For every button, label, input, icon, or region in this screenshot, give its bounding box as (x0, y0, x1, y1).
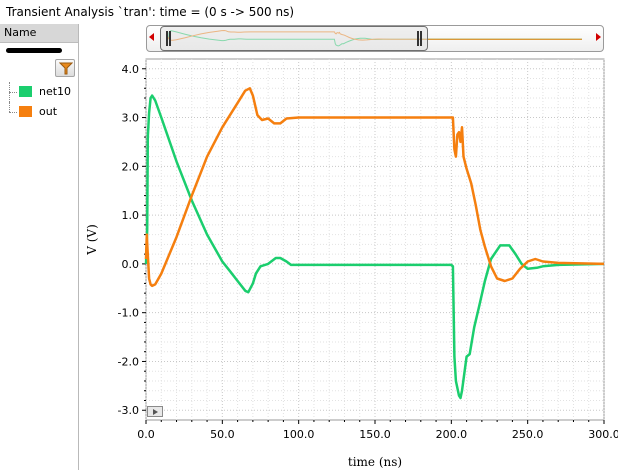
series-line-net10 (144, 94, 605, 400)
tree-connector (9, 92, 17, 94)
x-tick-label: 150.0 (359, 428, 391, 441)
x-tick-label: 0.0 (137, 428, 155, 441)
y-tick-label: 4.0 (122, 63, 140, 76)
signal-item-net10[interactable]: net10 (6, 82, 78, 102)
signal-item-out[interactable]: out (6, 102, 78, 122)
signal-label: net10 (39, 85, 72, 98)
x-tick-label: 100.0 (283, 428, 315, 441)
signal-color-swatch (19, 106, 32, 117)
y-tick-label: 0.0 (122, 258, 140, 271)
zoom-right-handle[interactable] (417, 31, 422, 46)
y-axis-label: V (V) (85, 224, 99, 256)
x-tick-label: 300.0 (588, 428, 618, 441)
tree-connector (9, 102, 11, 112)
y-tick-label: -1.0 (118, 307, 139, 320)
overview-zoom-window[interactable] (160, 26, 428, 51)
x-tick-label: 200.0 (436, 428, 468, 441)
signal-color-swatch (19, 86, 32, 97)
x-tick-label: 50.0 (210, 428, 235, 441)
signal-list-panel: Name net10 out (0, 24, 79, 470)
y-tick-label: 3.0 (122, 112, 140, 125)
series-line-out (144, 87, 605, 288)
window-title: Transient Analysis `tran': time = (0 s -… (6, 5, 295, 19)
scroll-right-icon[interactable] (596, 33, 601, 41)
y-tick-label: 1.0 (122, 209, 140, 222)
scroll-left-icon[interactable] (149, 33, 154, 41)
zoom-left-handle[interactable] (166, 31, 171, 46)
horizontal-scrollbar[interactable] (6, 48, 62, 53)
tree-connector (9, 112, 17, 114)
filter-icon (59, 62, 73, 75)
y-tick-label: 2.0 (122, 160, 140, 173)
play-button[interactable] (147, 406, 163, 417)
signal-label: out (39, 105, 58, 118)
y-tick-label: -3.0 (118, 404, 139, 417)
filter-button[interactable] (55, 59, 75, 77)
signal-tree: net10 out (6, 82, 78, 122)
x-axis-label: time (ns) (348, 455, 402, 469)
name-column-header[interactable]: Name (0, 24, 78, 43)
overview-scroller[interactable] (146, 25, 604, 52)
y-tick-label: -2.0 (118, 355, 139, 368)
x-tick-label: 250.0 (512, 428, 544, 441)
